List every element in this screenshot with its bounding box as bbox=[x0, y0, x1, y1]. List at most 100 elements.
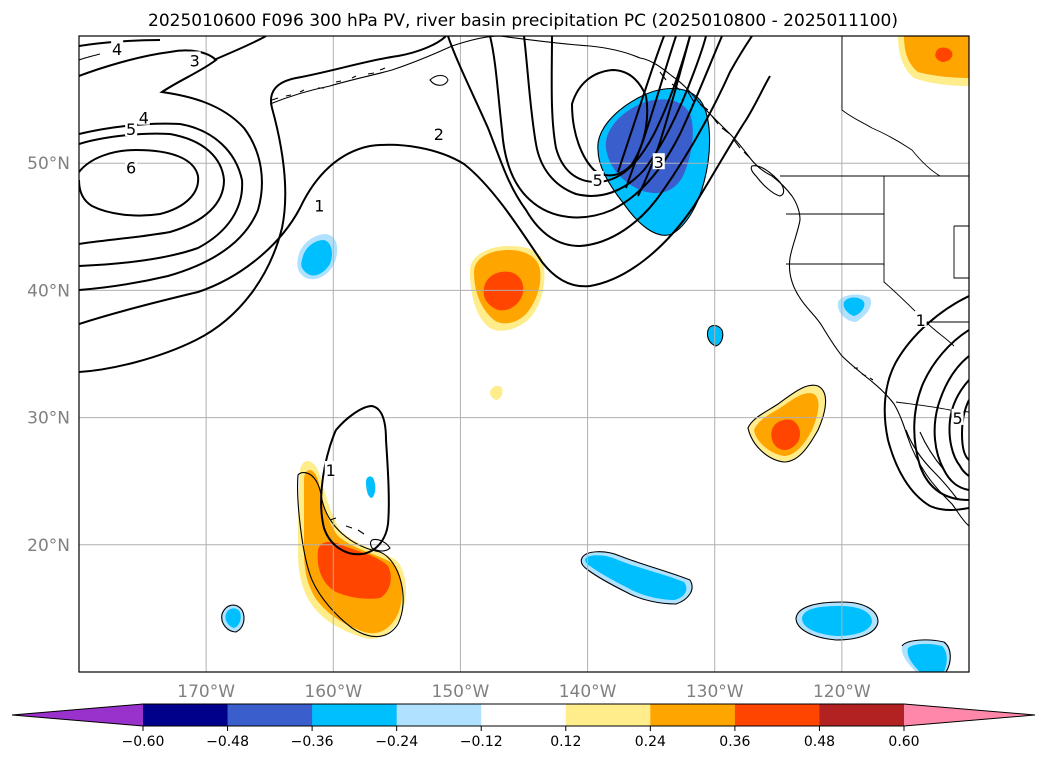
graticule bbox=[79, 36, 969, 672]
contour-label: 5 bbox=[126, 120, 136, 139]
contour-label: 3 bbox=[190, 51, 200, 70]
latitude-tick-labels: 20°N 30°N 40°N 50°N bbox=[27, 154, 70, 556]
colorbar-tick-label: 0.48 bbox=[804, 734, 835, 750]
lat-tick-label: 30°N bbox=[27, 409, 70, 429]
contour-label-halo bbox=[313, 196, 326, 213]
contour-label-halo bbox=[111, 39, 124, 56]
contour-label-halo bbox=[125, 158, 138, 175]
colorbar-extend-low bbox=[12, 704, 143, 726]
contour-label-halo bbox=[652, 153, 665, 170]
contour-label: 1 bbox=[326, 461, 336, 480]
negative-anomaly-158W-24N bbox=[366, 476, 376, 498]
contour-label-halo bbox=[432, 125, 445, 142]
pv-contour-2 bbox=[79, 75, 771, 325]
lon-tick-label: 160°W bbox=[304, 682, 362, 702]
colorbar-segment bbox=[819, 704, 905, 726]
colorbar-tick-label: −0.24 bbox=[375, 734, 418, 750]
contour-label-halo bbox=[188, 51, 201, 68]
aleutian-islands bbox=[271, 67, 386, 101]
negative-anomaly-113W-12N-core bbox=[907, 643, 947, 672]
colorbar-segment bbox=[650, 704, 736, 726]
colorbar-tick-label: −0.48 bbox=[206, 734, 249, 750]
colorbar-segment bbox=[396, 704, 482, 726]
contour-label: 4 bbox=[139, 109, 149, 128]
positive-anomaly-hawaii-core bbox=[317, 541, 391, 599]
pv-contour-trough-east-1 bbox=[625, 36, 677, 189]
contour-label: 5 bbox=[593, 171, 603, 190]
colorbar-tick-label: −0.12 bbox=[460, 734, 503, 750]
contour-label: 2 bbox=[434, 125, 444, 144]
contour-label-halo bbox=[324, 461, 337, 478]
colorbar-segment bbox=[143, 704, 229, 726]
contour-label: 6 bbox=[126, 158, 136, 177]
alaska-canada-border bbox=[841, 36, 941, 177]
pv-contour-2-california bbox=[913, 329, 969, 501]
contour-label: 5 bbox=[952, 409, 962, 428]
pv-contour-1-hawaii bbox=[320, 404, 390, 556]
positive-anomaly-125W-29N-core bbox=[771, 419, 800, 450]
colorbar-tick-label: 0.36 bbox=[719, 734, 750, 750]
lat-tick-label: 20°N bbox=[27, 536, 70, 556]
contour-label-halo bbox=[914, 310, 927, 327]
colorbar-segment bbox=[565, 704, 651, 726]
map-title: 2025010600 F096 300 hPa PV, river basin … bbox=[148, 11, 898, 31]
pv-contour-6-west bbox=[79, 148, 200, 217]
siberia-coast bbox=[79, 53, 101, 61]
colorbar-extend-high bbox=[904, 704, 1035, 726]
lon-tick-label: 170°W bbox=[177, 682, 235, 702]
pv-contour-trough-east-3 bbox=[637, 36, 691, 197]
colorbar-tick-label: 0.60 bbox=[888, 734, 919, 750]
colorbar-segment bbox=[734, 704, 820, 726]
pv-contour-trough-east-2 bbox=[617, 36, 665, 173]
lon-tick-label: 130°W bbox=[686, 682, 744, 702]
longitude-tick-labels: 170°W 160°W 150°W 140°W 130°W 120°W bbox=[177, 682, 871, 702]
negative-anomaly-165W-42N-core bbox=[301, 240, 332, 276]
pv-contour-2-trough bbox=[489, 36, 723, 219]
pv-contour-3-california bbox=[933, 355, 969, 491]
colorbar-tick-label: 0.12 bbox=[550, 734, 581, 750]
negative-anomaly-120W-15N-core bbox=[802, 606, 872, 636]
coastlines bbox=[79, 36, 969, 552]
contour-label-halo bbox=[125, 120, 138, 137]
positive-anomaly-north-pacific-core bbox=[483, 271, 524, 311]
pv-contour-3-trough bbox=[523, 36, 707, 197]
kodiak-island bbox=[429, 74, 449, 86]
pv-contour-4-california bbox=[948, 379, 969, 477]
contour-label-halo bbox=[137, 108, 150, 125]
colorbar-tick-label: −0.60 bbox=[122, 734, 165, 750]
colorbar-segment bbox=[312, 704, 398, 726]
pv-contour-5-california bbox=[960, 399, 969, 461]
pv-contour-1-california bbox=[883, 295, 969, 511]
contour-label: 1 bbox=[916, 311, 926, 330]
lat-tick-label: 40°N bbox=[27, 281, 70, 301]
pv-contour-3-west bbox=[79, 49, 263, 291]
alaska-coastline bbox=[269, 36, 969, 527]
contour-label: 3 bbox=[654, 153, 664, 172]
us-mexico-border bbox=[895, 401, 969, 413]
vancouver-island bbox=[750, 165, 785, 197]
contour-label: 1 bbox=[314, 196, 324, 215]
map-frame bbox=[78, 35, 970, 673]
pv-contour-5-west bbox=[79, 132, 226, 245]
colorbar: −0.60 −0.48 −0.36 −0.24 −0.12 0.12 0.24 0.36 0.4… bbox=[11, 703, 1036, 750]
positive-anomaly-northeast-corner-core bbox=[935, 47, 953, 62]
lat-tick-label: 50°N bbox=[27, 154, 70, 174]
precipitation-pc-shading bbox=[221, 36, 969, 672]
colorbar-segment bbox=[227, 704, 313, 726]
colorbar-tick-label: −0.36 bbox=[291, 734, 334, 750]
hawaiian-islands bbox=[329, 517, 391, 552]
channel-islands bbox=[854, 367, 874, 381]
negative-anomaly-120W-39N-core bbox=[843, 297, 865, 316]
lon-tick-label: 150°W bbox=[432, 682, 490, 702]
state-border-nv-ut bbox=[953, 225, 969, 279]
negative-anomaly-140W-18N-core bbox=[585, 555, 687, 600]
colorbar-tick-label: 0.24 bbox=[635, 734, 666, 750]
contour-label: 4 bbox=[112, 40, 122, 59]
colorbar-segment bbox=[481, 704, 567, 726]
positive-anomaly-147W-32N bbox=[490, 385, 503, 400]
contour-label-halo bbox=[951, 408, 964, 425]
pv-contour-3-upper bbox=[213, 36, 267, 61]
contour-label-halo bbox=[591, 171, 604, 188]
political-borders bbox=[780, 36, 969, 413]
